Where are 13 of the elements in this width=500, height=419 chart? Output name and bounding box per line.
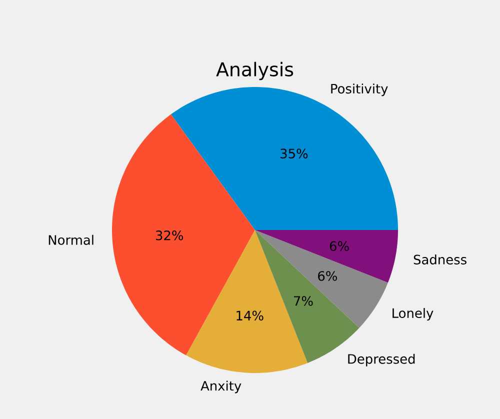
- data-label: 6%: [318, 271, 338, 281]
- data-label: 7%: [294, 296, 313, 306]
- slice-label: Anxity: [200, 380, 242, 394]
- slice-label: Sadness: [414, 254, 466, 264]
- slice-label: Depressed: [348, 354, 415, 366]
- slice-label: Normal: [48, 234, 94, 245]
- data-label: 32%: [156, 230, 184, 240]
- data-label: 14%: [236, 310, 264, 321]
- data-label: 6%: [330, 241, 349, 251]
- slice-label: Positivity: [331, 84, 388, 96]
- slice-label: Lonely: [392, 308, 434, 321]
- data-label: 35%: [280, 148, 308, 158]
- chart-title: Analysis: [216, 62, 294, 80]
